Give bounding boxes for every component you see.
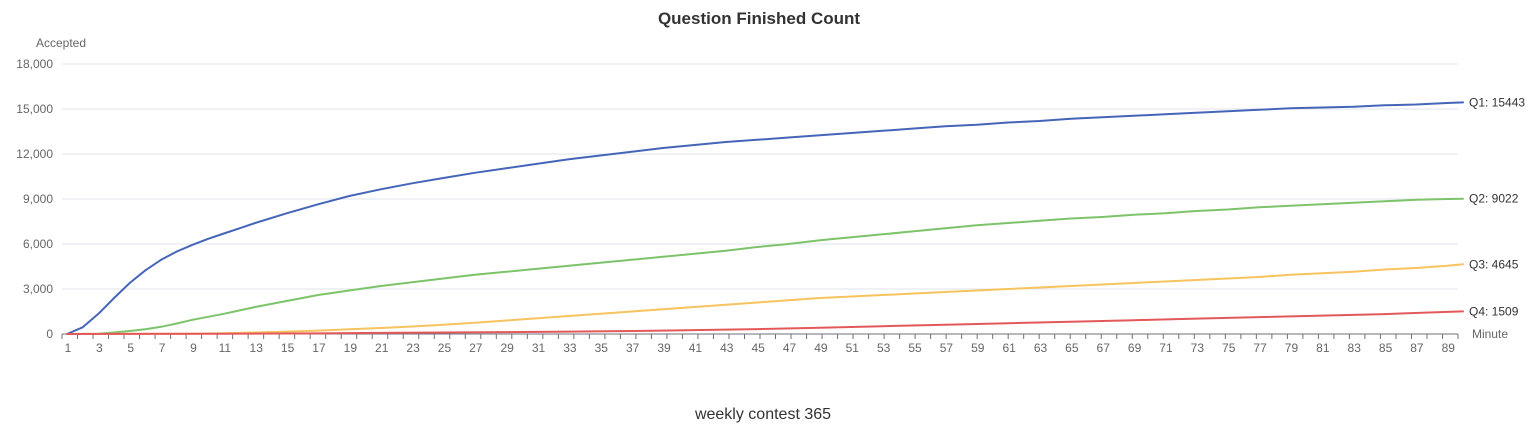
x-tick-label: 43 — [720, 341, 734, 355]
x-tick-label: 15 — [281, 341, 295, 355]
x-tick-label: 69 — [1128, 341, 1142, 355]
end-label-q2: Q2: 9022 — [1469, 192, 1519, 206]
chart-title: Question Finished Count — [658, 9, 860, 28]
x-tick-label: 17 — [312, 341, 326, 355]
y-tick-label: 9,000 — [23, 192, 53, 206]
x-tick-label: 7 — [159, 341, 166, 355]
x-tick-label: 21 — [375, 341, 389, 355]
y-tick-label: 18,000 — [16, 57, 53, 71]
x-tick-label: 47 — [783, 341, 797, 355]
x-tick-label: 89 — [1442, 341, 1456, 355]
x-tick-label: 29 — [501, 341, 515, 355]
x-tick-label: 51 — [846, 341, 860, 355]
x-tick-label: 81 — [1316, 341, 1330, 355]
x-tick-label: 37 — [626, 341, 640, 355]
x-tick-label: 23 — [406, 341, 420, 355]
x-tick-label: 57 — [940, 341, 954, 355]
x-axis-label: Minute — [1472, 327, 1508, 341]
chart-caption: weekly contest 365 — [694, 406, 832, 423]
x-tick-label: 39 — [657, 341, 671, 355]
x-tick-label: 33 — [563, 341, 577, 355]
y-tick-label: 15,000 — [16, 102, 53, 116]
x-tick-label: 73 — [1191, 341, 1205, 355]
end-label-q4: Q4: 1509 — [1469, 304, 1519, 318]
x-tick-label: 3 — [96, 341, 103, 355]
x-tick-label: 59 — [971, 341, 985, 355]
x-axis: 1 3 5 7 9 11 13 15 17 19 21 23 25 27 29 31 33 35 37 39 41 43 4… — [61, 333, 1459, 355]
series-line-q4 — [66, 310, 1464, 335]
x-tick-label: 77 — [1253, 341, 1267, 355]
x-tick-label: 19 — [344, 341, 358, 355]
x-tick-label: 45 — [751, 341, 765, 355]
x-tick-label: 87 — [1410, 341, 1424, 355]
series-line-q1 — [66, 101, 1464, 335]
x-tick-label: 61 — [1002, 341, 1016, 355]
x-tick-label: 13 — [250, 341, 264, 355]
x-tick-label: 49 — [814, 341, 828, 355]
series-line-q2 — [66, 197, 1464, 335]
x-tick-label: 65 — [1065, 341, 1079, 355]
x-tick-label: 41 — [689, 341, 703, 355]
x-tick-label: 31 — [532, 341, 546, 355]
end-label-q1: Q1: 15443 — [1469, 95, 1525, 109]
y-axis-label: Accepted — [36, 36, 86, 50]
x-tick-label: 27 — [469, 341, 483, 355]
series-line-q3 — [66, 263, 1464, 335]
x-tick-label: 11 — [219, 341, 232, 355]
x-tick-label: 63 — [1034, 341, 1048, 355]
x-tick-label: 53 — [877, 341, 891, 355]
y-tick-label: 0 — [46, 327, 53, 341]
x-tick-label: 55 — [908, 341, 922, 355]
y-tick-label: 6,000 — [23, 237, 53, 251]
series-lines — [66, 101, 1464, 335]
x-tick-label: 9 — [190, 341, 197, 355]
series-end-labels: Q1: 15443 Q2: 9022 Q3: 4645 Q4: 1509 — [1469, 95, 1525, 318]
grid-lines — [62, 63, 1458, 290]
x-tick-label: 83 — [1348, 341, 1362, 355]
x-tick-label: 67 — [1097, 341, 1111, 355]
x-tick-label: 5 — [127, 341, 134, 355]
x-tick-label: 25 — [438, 341, 452, 355]
y-tick-label: 12,000 — [16, 147, 53, 161]
end-label-q3: Q3: 4645 — [1469, 257, 1519, 271]
x-tick-label: 75 — [1222, 341, 1236, 355]
x-tick-label: 85 — [1379, 341, 1393, 355]
x-tick-label: 35 — [595, 341, 609, 355]
x-tick-label: 71 — [1159, 341, 1173, 355]
y-axis-ticks: 0 3,000 6,000 9,000 12,000 15,000 18,000 — [16, 57, 53, 341]
x-tick-label: 79 — [1285, 341, 1299, 355]
x-tick-label: 1 — [65, 341, 72, 355]
y-tick-label: 3,000 — [23, 282, 53, 296]
